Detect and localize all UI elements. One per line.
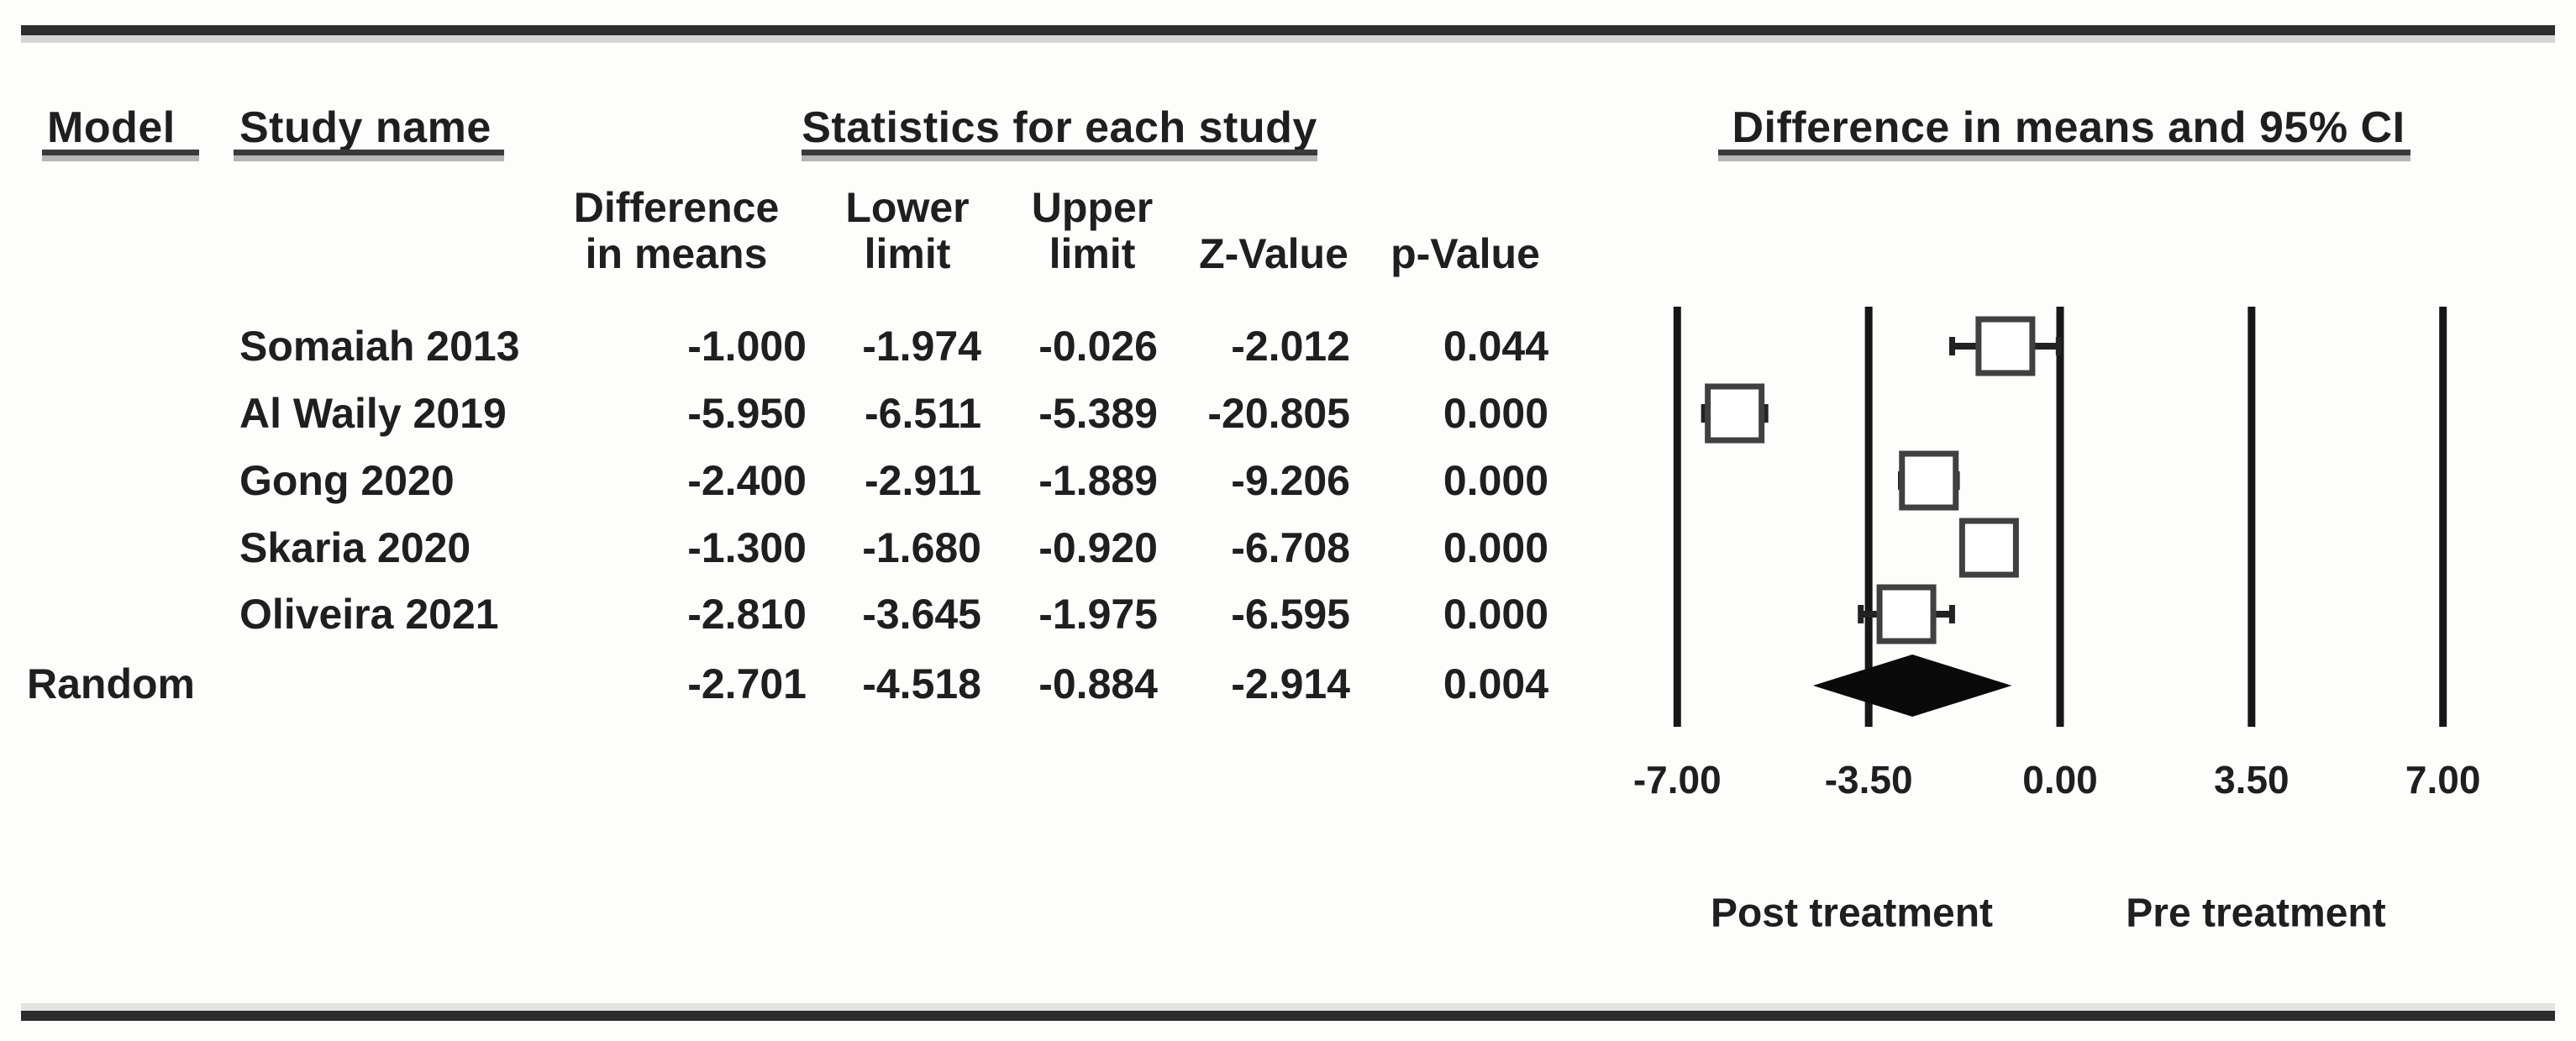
stat-cell: -1.680 — [862, 524, 981, 571]
stat-cell: -6.595 — [1231, 591, 1350, 638]
axis-group-label-pre-treatment: Pre treatment — [2126, 891, 2386, 936]
stat-column-header: Z-Value — [1199, 230, 1348, 277]
study-name-cell: Gong 2020 — [239, 457, 455, 504]
group-header-statistics: Statistics for each study — [802, 103, 1317, 152]
underline-difference-ci — [1718, 150, 2410, 155]
bottom-rule — [21, 1011, 2555, 1021]
stat-cell: 0.044 — [1443, 323, 1548, 370]
stat-column-header: Lower — [845, 184, 970, 231]
stat-cell: -1.975 — [1038, 591, 1158, 638]
stat-cell: -5.389 — [1038, 390, 1158, 437]
stat-column-header: in means — [585, 230, 768, 277]
stat-cell: -1.889 — [1038, 457, 1158, 504]
axis-tick-label: -7.00 — [1632, 758, 1722, 802]
stat-column-header: limit — [864, 230, 951, 277]
stat-cell: -0.920 — [1038, 524, 1158, 571]
underline-study-name — [234, 150, 504, 155]
study-name-cell: Skaria 2020 — [239, 524, 471, 571]
stat-cell: -9.206 — [1231, 457, 1350, 504]
stat-cell: -1.000 — [687, 323, 807, 370]
summary-diamond — [1812, 655, 2012, 717]
axis-tick-label: 3.50 — [2214, 758, 2289, 802]
study-marker-square — [1975, 316, 2036, 376]
stat-column-header: Difference — [573, 184, 780, 231]
stat-cell: -0.884 — [1038, 660, 1158, 707]
stat-cell: 0.000 — [1443, 524, 1548, 571]
stat-cell: -4.518 — [862, 660, 981, 707]
column-header-study-name: Study name — [239, 103, 492, 152]
axis-group-label-post-treatment: Post treatment — [1710, 891, 1994, 936]
axis-tick-label: -3.50 — [1824, 758, 1913, 802]
stat-cell: -6.511 — [864, 390, 981, 437]
summary-model-label: Random — [27, 660, 195, 707]
stat-cell: -0.026 — [1038, 323, 1158, 370]
underline-model — [42, 150, 199, 155]
stat-cell: -2.012 — [1231, 323, 1350, 370]
study-name-cell: Al Waily 2019 — [239, 390, 507, 437]
stat-cell: -20.805 — [1207, 390, 1350, 437]
stat-cell: -2.400 — [687, 457, 807, 504]
study-marker-square — [1876, 584, 1937, 644]
stat-cell: -2.911 — [864, 457, 981, 504]
study-marker-square — [1958, 518, 2019, 578]
stat-cell: -2.810 — [687, 591, 807, 638]
stat-cell: 0.004 — [1443, 660, 1548, 707]
column-header-model: Model — [47, 103, 176, 152]
stat-column-header: Upper — [1031, 184, 1154, 231]
axis-tick-label: 0.00 — [2022, 758, 2098, 802]
study-marker-square — [1705, 383, 1765, 444]
stat-column-header: p-Value — [1391, 230, 1540, 277]
stat-cell: -5.950 — [687, 390, 807, 437]
stat-cell: -2.914 — [1231, 660, 1350, 707]
stat-cell: -2.701 — [687, 660, 807, 707]
study-name-cell: Somaiah 2013 — [239, 323, 520, 370]
study-marker-square — [1899, 450, 1959, 511]
stat-cell: -1.300 — [687, 524, 807, 571]
stat-cell: 0.000 — [1443, 390, 1548, 437]
stat-cell: -3.645 — [862, 591, 981, 638]
axis-tick-label: 7.00 — [2405, 758, 2481, 802]
stat-cell: 0.000 — [1443, 591, 1548, 638]
stat-cell: -1.974 — [862, 323, 981, 370]
stat-cell: -6.708 — [1231, 524, 1350, 571]
top-rule — [21, 25, 2555, 35]
stat-column-header: limit — [1049, 230, 1136, 277]
group-header-difference-ci: Difference in means and 95% CI — [1732, 103, 2405, 152]
forest-plot-canvas — [1673, 307, 2447, 727]
underline-statistics — [802, 150, 1317, 155]
study-name-cell: Oliveira 2021 — [239, 591, 499, 638]
stat-cell: 0.000 — [1443, 457, 1548, 504]
